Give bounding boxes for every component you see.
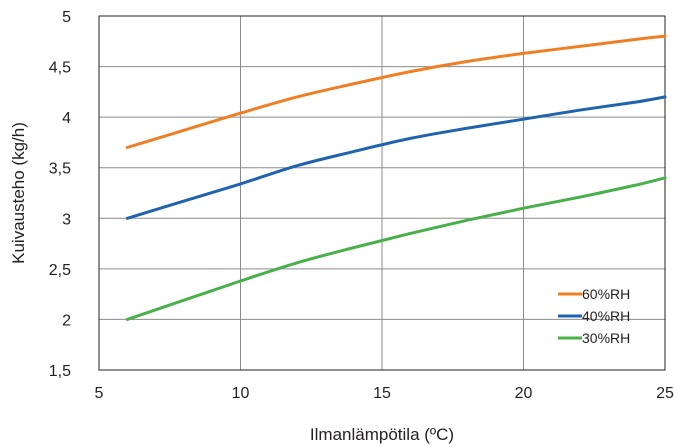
y-tick-label: 3 xyxy=(62,211,71,228)
series-line-30-rh xyxy=(125,176,667,321)
y-tick-label: 2 xyxy=(62,312,71,329)
x-tick-label: 5 xyxy=(95,385,104,402)
plot-border xyxy=(98,15,666,371)
legend-label-60-rh: 60%RH xyxy=(582,286,630,302)
legend: 60%RH 40%RH 30%RH xyxy=(558,286,630,346)
y-tick-label: 2,5 xyxy=(49,262,71,279)
legend-label-30-rh: 30%RH xyxy=(582,330,630,346)
y-axis-label: Kuivausteho (kg/h) xyxy=(9,122,28,264)
series-lines xyxy=(125,34,667,321)
series-line-40-rh xyxy=(125,95,667,220)
grid xyxy=(99,16,665,370)
x-tick-label: 20 xyxy=(515,385,533,402)
y-tick-label: 4,5 xyxy=(49,60,71,77)
y-tick-label: 3,5 xyxy=(49,161,71,178)
x-tick-labels: 5 10 15 20 25 xyxy=(95,385,674,402)
y-tick-label: 1,5 xyxy=(49,363,71,380)
series-line-60-rh xyxy=(125,34,667,149)
x-tick-label: 25 xyxy=(656,385,674,402)
plot-frame xyxy=(98,15,666,371)
legend-label-40-rh: 40%RH xyxy=(582,308,630,324)
y-tick-labels: 1,5 2 2,5 3 3,5 4 4,5 5 xyxy=(49,9,71,380)
y-tick-label: 5 xyxy=(62,9,71,26)
x-axis-label: Ilmanlämpötila (ºC) xyxy=(310,425,454,444)
x-tick-label: 15 xyxy=(373,385,391,402)
x-tick-label: 10 xyxy=(232,385,250,402)
y-tick-label: 4 xyxy=(62,110,71,127)
